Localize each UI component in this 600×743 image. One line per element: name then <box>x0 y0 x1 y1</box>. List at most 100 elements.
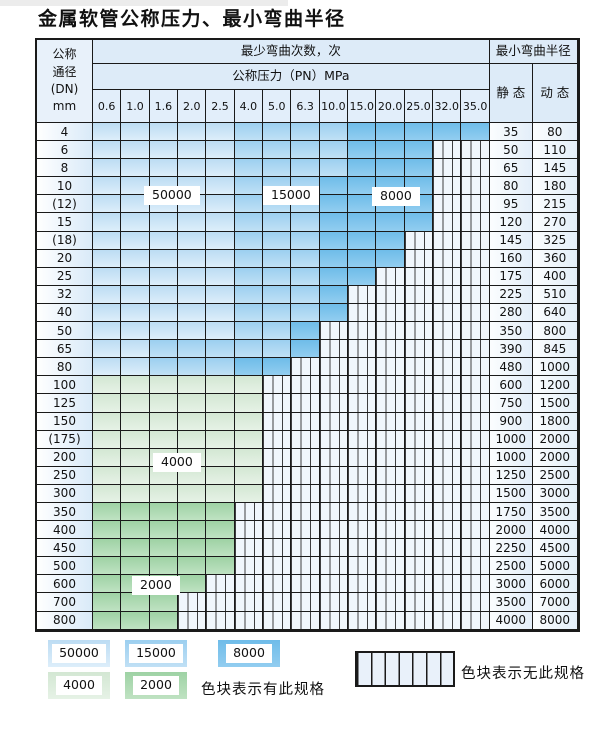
no-spec-cell <box>319 322 349 341</box>
spec-cell <box>149 358 179 377</box>
no-spec-cell <box>461 430 490 449</box>
dn-cell: 32 <box>37 285 93 304</box>
spec-cell <box>234 177 264 196</box>
pressure-tick: 10.0 <box>319 90 349 123</box>
spec-cell <box>121 539 150 558</box>
no-spec-cell <box>461 539 490 558</box>
static-radius-cell: 160 <box>489 249 533 268</box>
spec-cell <box>376 231 405 250</box>
spec-cell <box>149 376 179 395</box>
no-spec-cell <box>433 539 462 558</box>
spec-cell <box>206 340 235 359</box>
no-spec-cell <box>348 575 377 594</box>
spec-cell <box>291 159 320 178</box>
spec-cell <box>206 231 235 250</box>
no-spec-cell <box>376 611 405 630</box>
spec-cell <box>206 123 235 142</box>
no-spec-cell <box>376 285 405 304</box>
spec-cell <box>121 358 150 377</box>
spec-cell <box>178 430 207 449</box>
spec-cell <box>206 177 235 196</box>
spec-cell <box>149 123 179 142</box>
no-spec-cell <box>461 322 490 341</box>
spec-cell <box>206 141 235 160</box>
static-radius-cell: 35 <box>489 123 533 142</box>
no-spec-cell <box>433 340 462 359</box>
spec-cell <box>93 376 122 395</box>
no-spec-cell <box>348 611 377 630</box>
dynamic-radius-cell: 800 <box>532 322 578 341</box>
no-spec-cell <box>376 340 405 359</box>
spec-cell <box>263 249 292 268</box>
no-spec-cell <box>404 249 434 268</box>
dn-header-line: 通径 <box>52 64 77 79</box>
no-spec-cell <box>348 593 377 612</box>
static-radius-cell: 3000 <box>489 575 533 594</box>
spec-cell <box>319 195 349 214</box>
pressure-tick: 32.0 <box>433 90 462 123</box>
dynamic-radius-cell: 360 <box>532 249 578 268</box>
no-spec-cell <box>461 521 490 540</box>
static-radius-cell: 4000 <box>489 611 533 630</box>
spec-cell <box>319 285 349 304</box>
spec-cell <box>93 502 122 522</box>
spec-cell <box>206 159 235 178</box>
spec-cell <box>234 358 264 377</box>
no-spec-cell <box>263 539 292 558</box>
no-spec-cell <box>319 430 349 449</box>
legend-swatch-2000: 2000 <box>125 672 187 699</box>
spec-cell <box>291 249 320 268</box>
spec-cell <box>93 249 122 268</box>
spec-cell <box>121 231 150 250</box>
spec-cell <box>178 285 207 304</box>
dn-cell: 600 <box>37 575 93 594</box>
spec-cell <box>178 376 207 395</box>
no-spec-cell <box>178 611 207 630</box>
no-spec-cell <box>348 502 377 522</box>
no-spec-cell <box>291 394 320 413</box>
no-spec-cell <box>376 267 405 286</box>
spec-cell <box>93 285 122 304</box>
spec-cell <box>121 141 150 160</box>
no-spec-cell <box>376 484 405 503</box>
dynamic-radius-cell: 80 <box>532 123 578 142</box>
spec-cell <box>376 159 405 178</box>
spec-cell <box>149 394 179 413</box>
dn-header-cell: 公称 通径 (DN) mm <box>37 40 93 123</box>
spec-cell <box>263 358 292 377</box>
spec-cell <box>121 340 150 359</box>
no-spec-cell <box>461 231 490 250</box>
spec-cell <box>291 267 320 286</box>
pressure-tick: 2.5 <box>206 90 235 123</box>
spec-cell <box>319 159 349 178</box>
no-spec-cell <box>376 376 405 395</box>
spec-cell <box>93 412 122 431</box>
pressure-tick: 35.0 <box>461 90 490 123</box>
spec-cell <box>93 593 122 612</box>
no-spec-cell <box>291 557 320 576</box>
no-spec-cell <box>263 394 292 413</box>
spec-cell <box>121 412 150 431</box>
spec-cell <box>121 376 150 395</box>
spec-cell <box>149 303 179 323</box>
dynamic-radius-cell: 4000 <box>532 521 578 540</box>
dynamic-radius-cell: 3500 <box>532 502 578 522</box>
dynamic-radius-cell: 2000 <box>532 448 578 467</box>
dn-cell: 80 <box>37 358 93 377</box>
static-radius-cell: 120 <box>489 213 533 232</box>
spec-cell <box>178 141 207 160</box>
no-spec-cell <box>319 575 349 594</box>
pressure-tick: 15.0 <box>348 90 377 123</box>
spec-cell <box>234 466 264 485</box>
dynamic-radius-cell: 4500 <box>532 539 578 558</box>
spec-cell <box>93 141 122 160</box>
spec-cell <box>93 575 122 594</box>
static-radius-cell: 2250 <box>489 539 533 558</box>
spec-cell <box>93 358 122 377</box>
spec-cell <box>121 267 150 286</box>
spec-table: 公称 通径 (DN) mm 最少弯曲次数，次 最小弯曲半径 公称压力（PN）MPa 静… <box>35 38 580 632</box>
spec-cell <box>291 322 320 341</box>
static-radius-cell: 900 <box>489 412 533 431</box>
spec-cell <box>319 249 349 268</box>
pressure-tick: 2.0 <box>178 90 207 123</box>
